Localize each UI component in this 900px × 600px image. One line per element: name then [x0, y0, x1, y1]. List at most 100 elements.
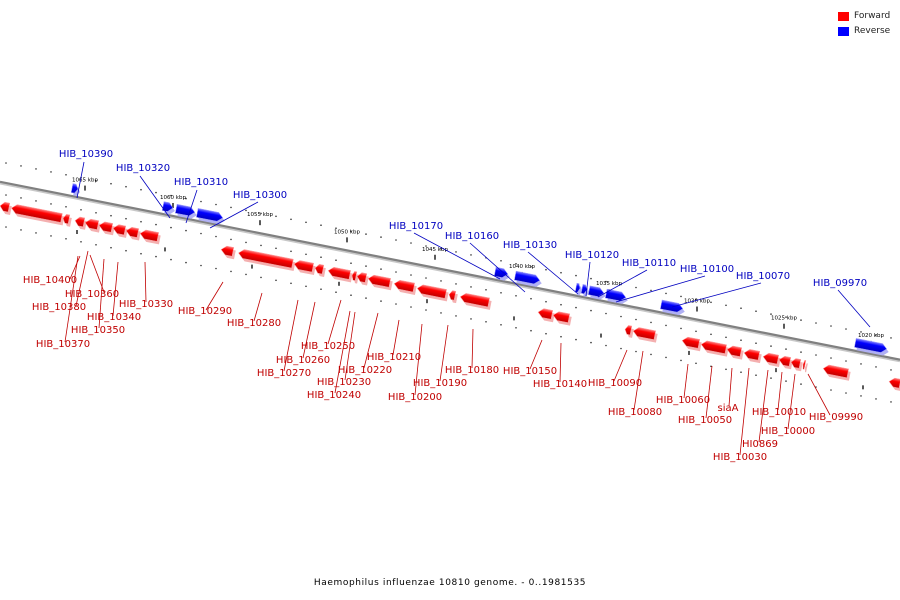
gene-label[interactable]: HIB_10090 [588, 378, 642, 389]
gene-arrow-forward[interactable] [888, 377, 900, 389]
gene-arrow-forward[interactable] [356, 272, 368, 283]
gene-label[interactable]: HIB_10140 [533, 379, 587, 390]
track-dot [350, 262, 352, 265]
gene-arrow-forward[interactable] [293, 260, 314, 273]
gene-arrow-forward[interactable] [743, 348, 761, 361]
gene-arrow-forward[interactable] [681, 336, 701, 349]
gene-label[interactable]: HIB_10100 [680, 264, 734, 275]
gene-label[interactable]: HIB_10150 [503, 366, 557, 377]
gene-arrow-forward[interactable] [552, 311, 571, 323]
gene-label[interactable]: HIB_10370 [36, 339, 90, 350]
gene-arrow-reverse[interactable] [493, 266, 509, 278]
gene-arrow-reverse[interactable] [175, 203, 196, 217]
gene-label[interactable]: HIB_10120 [565, 250, 619, 261]
gene-arrow-forward[interactable] [822, 364, 849, 379]
gene-label[interactable]: HIB_10340 [87, 312, 141, 323]
legend-item-forward[interactable]: Forward [838, 9, 890, 23]
gene-arrow-reverse[interactable] [514, 270, 541, 285]
gene-arrow-forward[interactable] [537, 308, 554, 320]
gene-arrow-forward[interactable] [84, 218, 100, 230]
gene-arrow-forward[interactable] [632, 327, 656, 340]
gene-arrow-forward[interactable] [314, 264, 325, 275]
gene-label[interactable]: HIB_10180 [445, 365, 499, 376]
gene-arrow-forward[interactable] [762, 352, 780, 365]
gene-arrow-forward[interactable] [790, 358, 802, 369]
gene-arrow-forward[interactable] [459, 292, 490, 308]
gene-arrow-forward[interactable] [220, 245, 235, 257]
gene-arrow-forward[interactable] [112, 224, 127, 236]
gene-arrow-reverse[interactable] [854, 338, 888, 353]
gene-label[interactable]: HIB_10110 [622, 258, 676, 269]
gene-label[interactable]: HIB_10360 [65, 289, 119, 300]
gene-arrow-forward[interactable] [125, 226, 140, 238]
gene-arrow-forward[interactable] [726, 345, 743, 357]
gene-arrow-reverse[interactable] [660, 299, 684, 313]
gene-arrow-forward[interactable] [0, 201, 11, 213]
gene-arrow-forward[interactable] [700, 340, 727, 354]
gene-arrow-forward[interactable] [139, 229, 159, 242]
gene-label[interactable]: HIB_10010 [752, 407, 806, 418]
gene-label[interactable]: HIB_10220 [338, 365, 392, 376]
gene-label[interactable]: HIB_10170 [389, 221, 443, 232]
gene-arrow-forward[interactable] [327, 266, 351, 280]
track-dot [170, 194, 172, 197]
gene-label[interactable]: HIB_10240 [307, 390, 361, 401]
gene-label[interactable]: HIB_10000 [761, 426, 815, 437]
gene-label[interactable]: HIB_10190 [413, 378, 467, 389]
gene-arrow-forward[interactable] [74, 216, 86, 228]
gene-label[interactable]: HIB_10030 [713, 452, 767, 463]
gene-arrow-forward[interactable] [98, 221, 114, 233]
gene-label[interactable]: HIB_10270 [257, 368, 311, 379]
gene-arrow-forward[interactable] [802, 359, 807, 370]
gene-arrow-forward[interactable] [448, 290, 457, 301]
gene-label[interactable]: HIB_09970 [813, 278, 867, 289]
gene-label[interactable]: HIB_10300 [233, 190, 287, 201]
gene-label[interactable]: HIB_10380 [32, 302, 86, 313]
gene-label[interactable]: HIB_10160 [445, 231, 499, 242]
gene-label[interactable]: HIB_10080 [608, 407, 662, 418]
gene-arrow-forward[interactable] [11, 204, 63, 223]
gene-label[interactable]: HIB_10060 [656, 395, 710, 406]
axis-line [0, 180, 900, 361]
gene-label[interactable]: HIB_10260 [276, 355, 330, 366]
gene-arrow-forward[interactable] [624, 325, 633, 336]
gene-arrow-forward[interactable] [238, 249, 294, 269]
track-dot [200, 264, 202, 267]
gene-label[interactable]: HIB_10230 [317, 377, 371, 388]
gene-arrow-reverse[interactable] [580, 284, 588, 295]
gene-arrow-forward[interactable] [367, 274, 391, 288]
gene-label[interactable]: HI0869 [742, 439, 778, 450]
gene-arrow-forward[interactable] [778, 355, 792, 367]
gene-arrow-reverse[interactable] [70, 183, 79, 194]
gene-label[interactable]: HIB_10050 [678, 415, 732, 426]
gene-arrow-forward[interactable] [62, 214, 71, 225]
legend-item-reverse[interactable]: Reverse [838, 24, 890, 38]
gene-label[interactable]: HIB_10330 [119, 299, 173, 310]
track-dot [50, 235, 52, 237]
gene-label[interactable]: HIB_09990 [809, 412, 863, 423]
gene-label[interactable]: siaA [718, 403, 739, 414]
track-dot [845, 360, 847, 362]
gene-label[interactable]: HIB_10310 [174, 177, 228, 188]
gene-label[interactable]: HIB_10210 [367, 352, 421, 363]
track-dot [110, 246, 112, 249]
gene-arrow-reverse[interactable] [196, 208, 224, 222]
gene-arrow-reverse[interactable] [605, 288, 627, 302]
gene-label[interactable]: HIB_10320 [116, 163, 170, 174]
gene-label[interactable]: HIB_10400 [23, 275, 77, 286]
gene-label[interactable]: HIB_10130 [503, 240, 557, 251]
gene-label[interactable]: HIB_10250 [301, 341, 355, 352]
gene-arrow-forward[interactable] [416, 284, 447, 299]
gene-arrow-reverse[interactable] [574, 282, 581, 293]
gene-arrow-reverse[interactable] [587, 285, 605, 298]
gene-label[interactable]: HIB_10390 [59, 149, 113, 160]
gene-arrow-forward[interactable] [351, 271, 358, 281]
gene-label[interactable]: HIB_10070 [736, 271, 790, 282]
gene-arrow-reverse[interactable] [161, 201, 174, 213]
gene-label[interactable]: HIB_10280 [227, 318, 281, 329]
gene-label[interactable]: HIB_10290 [178, 306, 232, 317]
gene-label[interactable]: HIB_10200 [388, 392, 442, 403]
gene-arrow-forward[interactable] [393, 279, 415, 293]
gene-label[interactable]: HIB_10350 [71, 325, 125, 336]
